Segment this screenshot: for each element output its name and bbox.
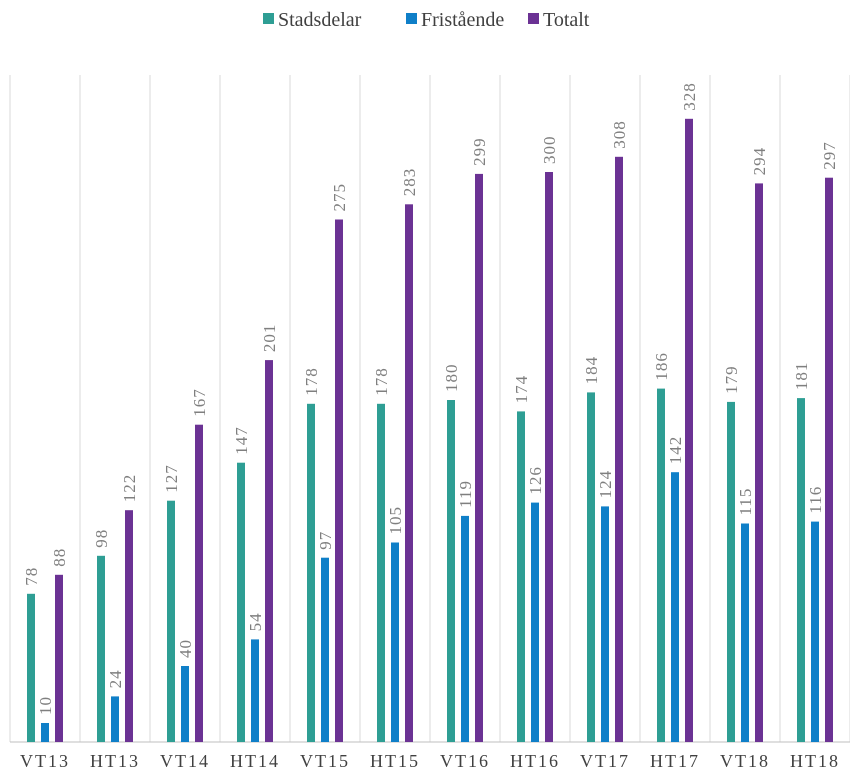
data-label: 97 — [316, 531, 335, 550]
legend-label: Totalt — [543, 9, 590, 31]
x-tick-label: VT17 — [580, 751, 630, 771]
data-label: 184 — [582, 356, 601, 385]
bar-stadsdelar — [797, 398, 805, 742]
bar-stadsdelar — [727, 401, 735, 742]
data-label: 181 — [792, 362, 811, 391]
x-tick-label: HT15 — [370, 751, 420, 771]
bar-stadsdelar — [27, 593, 35, 742]
data-labels: 78 10 88 98 24 122 127 40 167 147 54 201 178 97 275 178… — [22, 82, 839, 715]
data-label: 116 — [806, 486, 825, 514]
bar-fristående — [601, 506, 609, 742]
data-label: 167 — [190, 388, 209, 417]
data-label: 178 — [372, 367, 391, 396]
bar-totalt — [475, 173, 483, 742]
data-label: 40 — [176, 639, 195, 658]
bar-stadsdelar — [307, 403, 315, 742]
data-label: 147 — [232, 426, 251, 455]
x-tick-label: VT13 — [20, 751, 70, 771]
data-label: 122 — [120, 474, 139, 503]
bar-fristående — [181, 666, 189, 742]
bar-fristående — [321, 557, 329, 742]
legend-label: Stadsdelar — [278, 9, 362, 31]
data-label: 178 — [302, 367, 321, 396]
data-label: 275 — [330, 183, 349, 212]
bar-totalt — [615, 156, 623, 743]
data-label: 119 — [456, 480, 475, 508]
bar-fristående — [811, 521, 819, 742]
bar-fristående — [41, 723, 49, 742]
data-label: 179 — [722, 365, 741, 394]
bar-fristående — [391, 542, 399, 742]
data-label: 299 — [470, 137, 489, 166]
legend-swatch-stadsdelar — [263, 13, 274, 24]
legend-swatch-fristående — [406, 13, 417, 24]
data-label: 328 — [680, 82, 699, 111]
data-label: 105 — [386, 506, 405, 535]
data-label: 308 — [610, 120, 629, 149]
data-label: 180 — [442, 364, 461, 393]
data-label: 54 — [246, 612, 265, 631]
bar-fristående — [251, 639, 259, 742]
x-axis-tick-labels: VT13 HT13 VT14 HT14 VT15 HT15 VT16 HT16 VT17 HT17… — [20, 751, 840, 771]
bar-fristående — [531, 502, 539, 742]
data-label: 142 — [666, 436, 685, 465]
bar-totalt — [195, 424, 203, 742]
bars — [27, 118, 833, 743]
data-label: 115 — [736, 488, 755, 516]
legend-swatch-totalt — [528, 13, 539, 24]
grid-lines — [9, 75, 850, 743]
bar-fristående — [461, 515, 469, 742]
bar-totalt — [405, 204, 413, 743]
bar-totalt — [685, 118, 693, 743]
data-label: 98 — [92, 529, 111, 548]
data-label: 300 — [540, 136, 559, 165]
legend: Stadsdelar Fristående Totalt — [263, 9, 590, 31]
x-tick-label: HT13 — [90, 751, 140, 771]
x-tick-label: VT18 — [720, 751, 770, 771]
data-label: 124 — [596, 470, 615, 499]
data-label: 201 — [260, 324, 279, 353]
x-tick-label: VT16 — [440, 751, 490, 771]
bar-totalt — [755, 183, 763, 742]
bar-totalt — [335, 219, 343, 742]
data-label: 78 — [22, 567, 41, 586]
bar-fristående — [741, 523, 749, 742]
data-label: 88 — [50, 548, 69, 567]
bar-fristående — [671, 472, 679, 742]
bar-totalt — [545, 172, 553, 742]
bar-stadsdelar — [167, 500, 175, 742]
x-tick-label: HT16 — [510, 751, 560, 771]
bar-fristående — [111, 696, 119, 742]
bar-stadsdelar — [237, 462, 245, 742]
data-label: 186 — [652, 352, 671, 381]
data-label: 174 — [512, 375, 531, 404]
x-tick-label: HT14 — [230, 751, 280, 771]
data-label: 127 — [162, 464, 181, 493]
data-label: 24 — [106, 669, 125, 688]
bar-totalt — [125, 510, 133, 742]
bar-totalt — [55, 574, 63, 742]
bar-stadsdelar — [587, 392, 595, 742]
data-label: 297 — [820, 141, 839, 170]
bar-totalt — [825, 177, 833, 742]
bar-stadsdelar — [377, 403, 385, 742]
bar-stadsdelar — [517, 411, 525, 742]
x-tick-label: HT17 — [650, 751, 700, 771]
data-label: 294 — [750, 147, 769, 176]
bar-stadsdelar — [97, 555, 105, 742]
x-tick-label: VT14 — [160, 751, 210, 771]
data-label: 126 — [526, 466, 545, 495]
x-tick-label: VT15 — [300, 751, 350, 771]
data-label: 10 — [36, 696, 55, 715]
bar-stadsdelar — [657, 388, 665, 742]
data-label: 283 — [400, 168, 419, 197]
bar-stadsdelar — [447, 400, 455, 742]
legend-label: Fristående — [421, 9, 504, 31]
x-tick-label: HT18 — [790, 751, 840, 771]
bar-totalt — [265, 360, 273, 742]
